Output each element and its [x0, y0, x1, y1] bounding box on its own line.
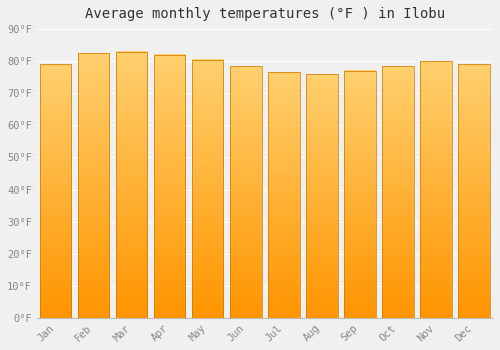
Bar	[78, 53, 110, 318]
Bar	[306, 74, 338, 318]
Bar	[230, 66, 262, 318]
Bar	[268, 72, 300, 318]
Bar	[344, 71, 376, 318]
Bar	[40, 64, 72, 318]
Bar	[116, 51, 148, 318]
Bar	[154, 55, 186, 318]
Bar	[420, 61, 452, 318]
Bar	[458, 64, 490, 318]
Bar	[382, 66, 414, 318]
Title: Average monthly temperatures (°F ) in Ilobu: Average monthly temperatures (°F ) in Il…	[85, 7, 445, 21]
Bar	[192, 60, 224, 318]
